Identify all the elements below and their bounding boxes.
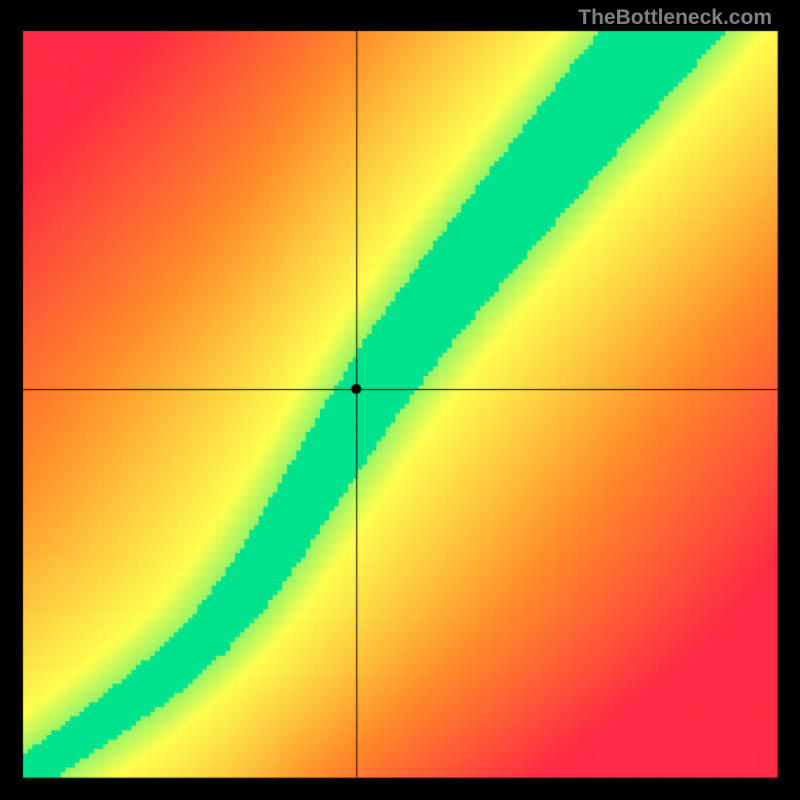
- watermark-text: TheBottleneck.com: [578, 6, 772, 30]
- chart-container: TheBottleneck.com: [0, 0, 800, 800]
- heatmap-canvas: [0, 0, 800, 800]
